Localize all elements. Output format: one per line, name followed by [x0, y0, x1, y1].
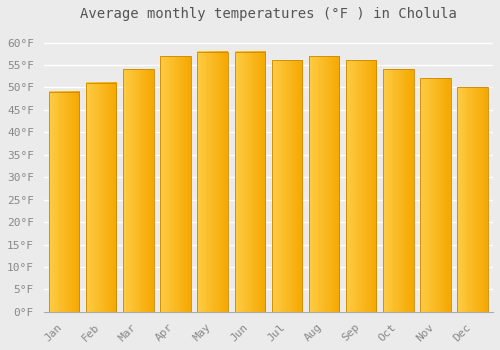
Bar — [160, 56, 190, 312]
Bar — [272, 61, 302, 312]
Bar — [383, 69, 414, 312]
Title: Average monthly temperatures (°F ) in Cholula: Average monthly temperatures (°F ) in Ch… — [80, 7, 457, 21]
Bar — [198, 51, 228, 312]
Bar — [309, 56, 340, 312]
Bar — [49, 92, 80, 312]
Bar — [458, 88, 488, 312]
Bar — [234, 51, 265, 312]
Bar — [420, 78, 450, 312]
Bar — [123, 69, 154, 312]
Bar — [346, 61, 376, 312]
Bar — [86, 83, 117, 312]
